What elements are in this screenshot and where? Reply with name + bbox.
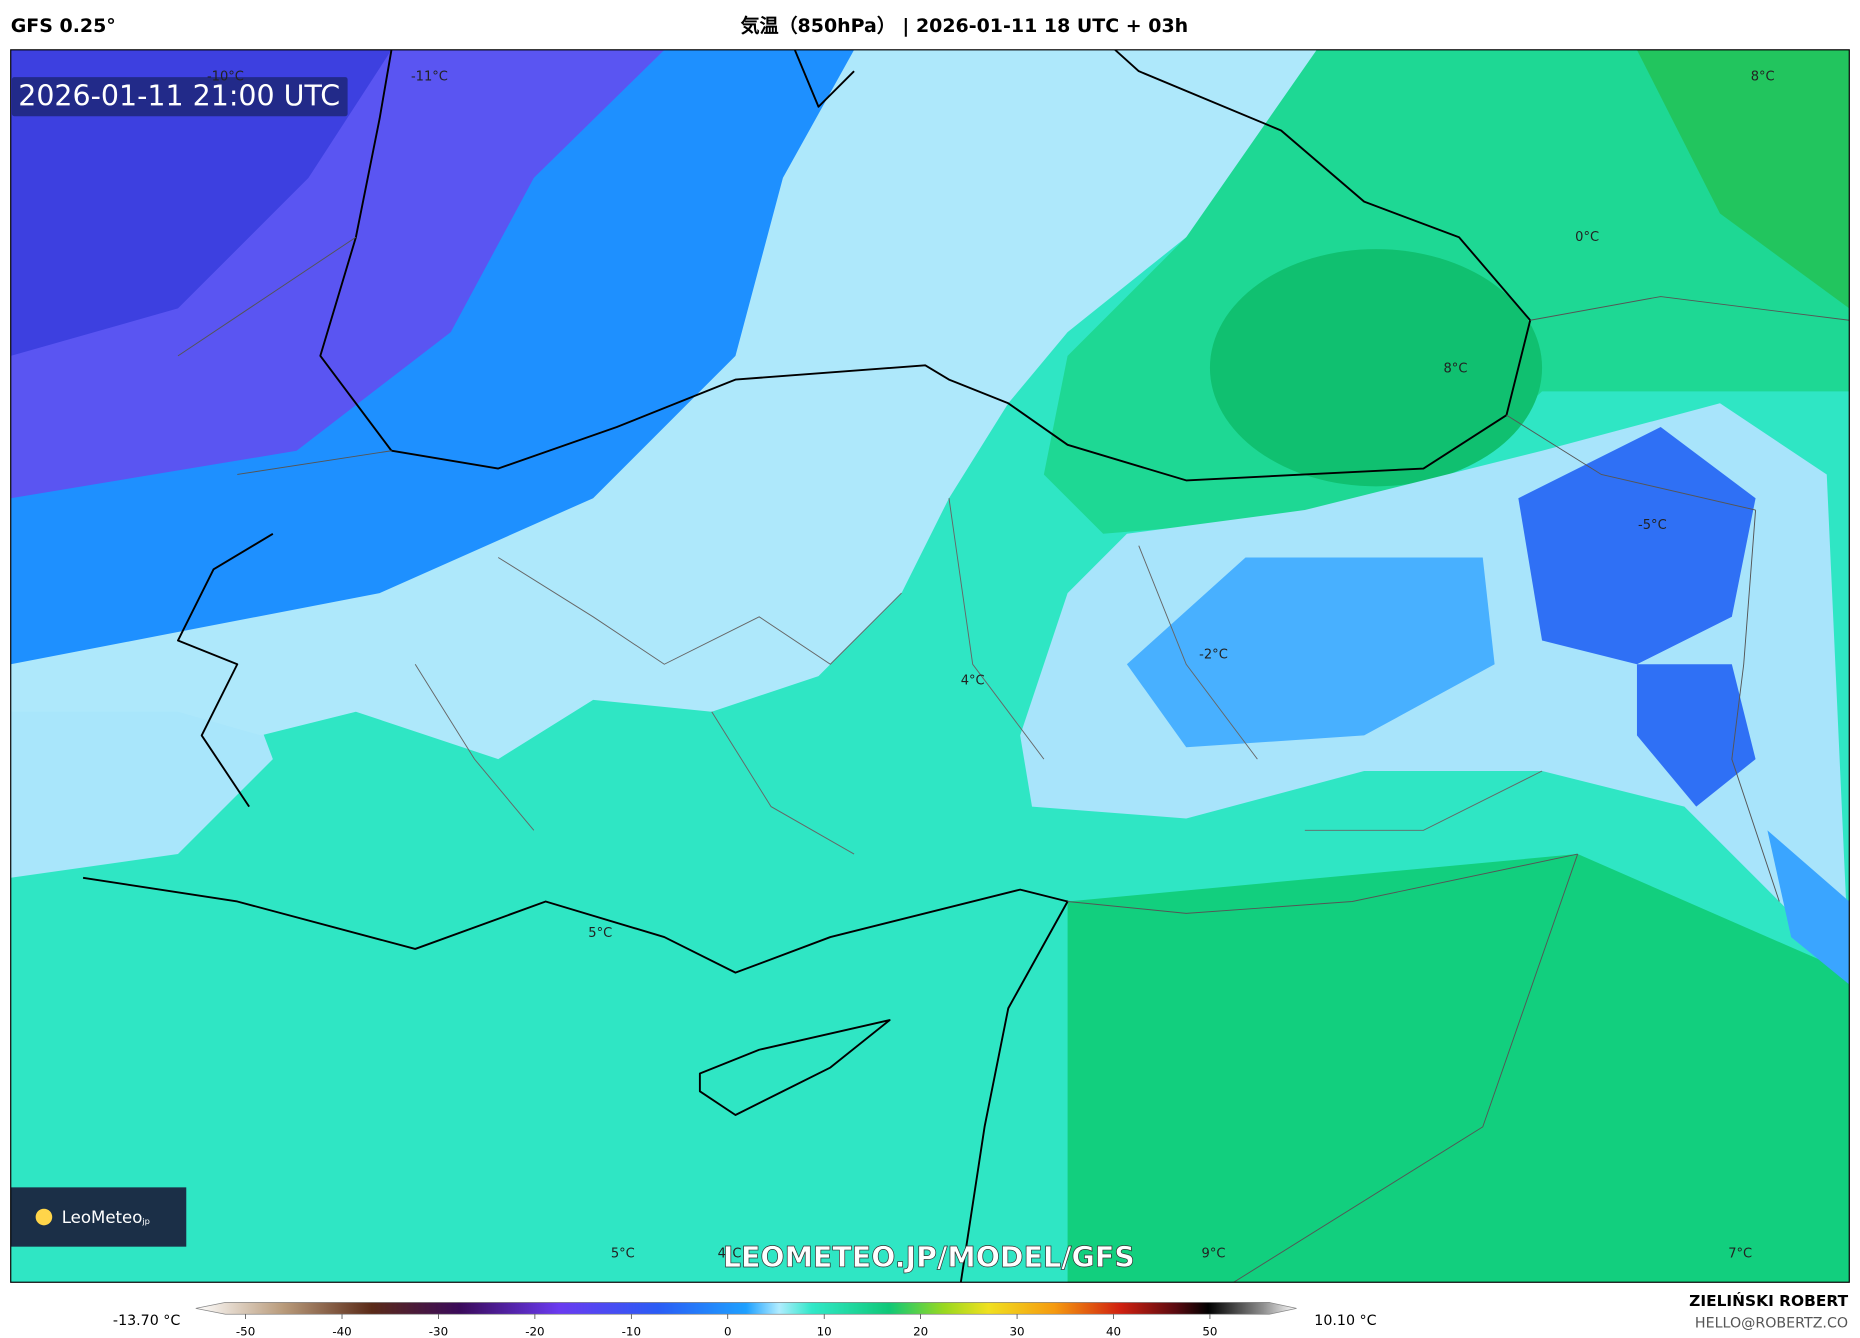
coastline (793, 49, 855, 108)
colorbar-tick-label: 40 (1106, 1325, 1121, 1338)
coastline (82, 876, 1069, 1283)
warm-area (1209, 249, 1543, 487)
map-label: 9°C (1202, 1246, 1226, 1261)
colorbar-tick-label: 0 (724, 1325, 732, 1338)
email: HELLO@ROBERTZ.CO (1695, 1315, 1848, 1331)
map-labels: -10°C -11°C 8°C 0°C 8°C -5°C -2°C 4°C 5°C 5°C 4°C 9… (207, 70, 1775, 1262)
chart-title: 気温（850hPa） | 2026-01-11 18 UTC + 03h (741, 14, 1189, 37)
cold-area (10, 49, 392, 356)
coastline (177, 532, 274, 808)
cold-area (1518, 427, 1756, 665)
cold-area (1767, 830, 1850, 985)
logo-sun (35, 1208, 53, 1226)
map: 2026-01-11 21:00 UTC -10°C -11°C 8°C 0°C 8°C… (10, 49, 1850, 1283)
map-label: 0°C (1575, 230, 1599, 245)
border (414, 498, 1543, 855)
warm-area (1636, 49, 1850, 309)
colorbar-ticks: -50 -40 -30 -20 -10 0 10 20 30 40 50 (236, 1314, 1217, 1338)
border (177, 236, 1850, 1283)
map-frame (10, 49, 1850, 1283)
map-label: -5°C (1638, 518, 1667, 533)
map-label: 5°C (611, 1246, 635, 1261)
map-label: 8°C (1751, 70, 1775, 85)
map-label: -2°C (1199, 647, 1228, 662)
coastline (391, 49, 1532, 482)
author: ZIELIŃSKI ROBERT (1689, 1291, 1848, 1310)
model-name: GFS 0.25° (11, 15, 116, 37)
map-label: 4°C (718, 1246, 742, 1261)
map-label: -11°C (411, 70, 448, 85)
map-label: 5°C (588, 926, 612, 941)
colorbar-tick-label: -20 (525, 1325, 544, 1338)
cold-area (1126, 557, 1495, 748)
cold-area (1636, 664, 1756, 807)
colorbar-tick-label: -30 (429, 1325, 448, 1338)
logo-suffix: jp (141, 1216, 150, 1226)
colorbar-max: 10.10 °C (1314, 1313, 1376, 1329)
watermark: LEOMETEO.JP/MODEL/GFS (723, 1241, 1135, 1274)
island (698, 1019, 891, 1116)
colorbar-tick-label: -50 (236, 1325, 255, 1338)
logo: LeoMeteo (62, 1208, 143, 1227)
colorbar-tick-label: -10 (622, 1325, 641, 1338)
map-label: 7°C (1728, 1246, 1752, 1261)
valid-time: 2026-01-11 21:00 UTC (18, 79, 340, 112)
colorbar-tick-label: 20 (913, 1325, 928, 1338)
colorbar (195, 1302, 1297, 1315)
colorbar-tick-label: 50 (1202, 1325, 1217, 1338)
warm-area (1067, 854, 1850, 1283)
time-box (11, 77, 348, 117)
map-label: 8°C (1444, 361, 1468, 376)
map-label: -10°C (207, 70, 244, 85)
colorbar-tick-label: 10 (817, 1325, 832, 1338)
colorbar-tick-label: -40 (332, 1325, 351, 1338)
colorbar-min: -13.70 °C (113, 1313, 180, 1329)
colorbar-tick-label: 30 (1010, 1325, 1025, 1338)
map-label: 4°C (961, 673, 985, 688)
